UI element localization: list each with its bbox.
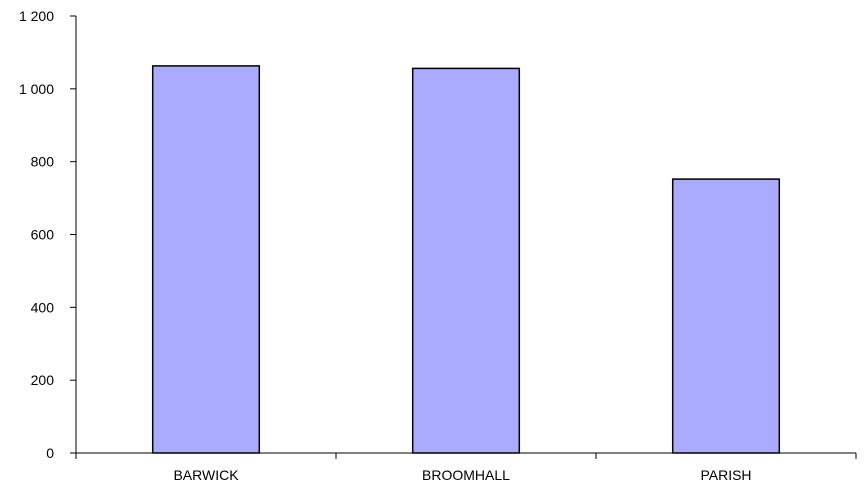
- y-tick-label: 1 200: [19, 8, 54, 24]
- bar-broomhall: [411, 67, 521, 454]
- bar-barwick: [151, 65, 261, 454]
- y-tick-label: 1 000: [19, 81, 54, 97]
- x-category-label: PARISH: [700, 467, 751, 483]
- bars-group: [151, 65, 781, 454]
- y-tick-label: 800: [31, 154, 55, 170]
- y-ticks-group: 0 200 400 600 800 1 000 1 200: [19, 8, 76, 461]
- y-tick-label: 600: [31, 227, 55, 243]
- y-tick-label: 200: [31, 372, 55, 388]
- x-category-label: BARWICK: [173, 467, 239, 483]
- x-ticks-group: BARWICK BROOMHALL PARISH: [75, 453, 857, 483]
- y-tick-label: 0: [46, 445, 54, 461]
- y-tick-label: 400: [31, 299, 55, 315]
- x-category-label: BROOMHALL: [422, 467, 510, 483]
- bar-parish: [671, 178, 781, 454]
